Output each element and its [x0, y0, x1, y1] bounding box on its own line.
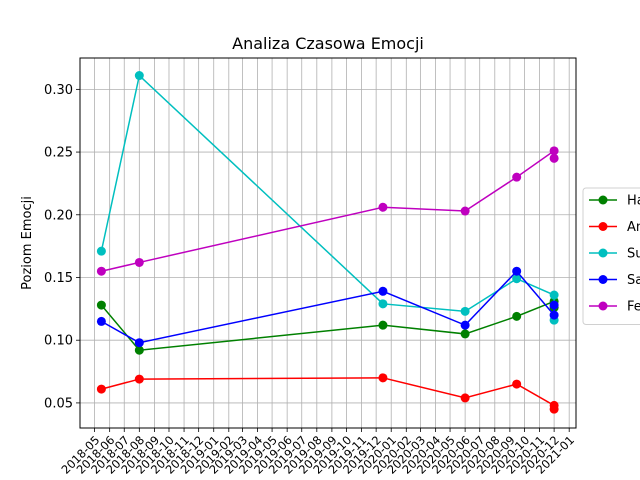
legend: Ha An Su Sa Fe: [582, 187, 640, 325]
legend-marker: [598, 275, 608, 284]
y-tick-label: 0.10: [44, 334, 73, 349]
legend-marker: [598, 248, 608, 258]
data-point: [96, 246, 106, 256]
data-point: [549, 290, 559, 300]
data-point: [378, 202, 388, 212]
x-axis: 2018-052018-062018-072018-082018-092018-…: [59, 428, 577, 477]
data-point: [512, 172, 522, 182]
legend-marker: [598, 195, 608, 205]
legend-marker: [598, 222, 608, 231]
y-axis-label: Poziom Emocji: [20, 196, 35, 290]
series-layer: [96, 71, 559, 414]
data-point: [460, 306, 470, 316]
legend-box: [582, 187, 640, 325]
chart-title: Analiza Czasowa Emocji: [232, 34, 424, 53]
data-point: [378, 299, 388, 309]
data-point: [549, 153, 559, 163]
data-point: [134, 257, 144, 267]
data-point: [134, 338, 144, 348]
data-point: [549, 404, 559, 414]
legend-label: Su: [627, 247, 640, 262]
data-point: [134, 374, 144, 384]
data-point: [378, 373, 388, 383]
series-ha: [96, 296, 559, 355]
series-fe: [96, 146, 559, 276]
grid-lines: [80, 58, 576, 428]
data-point: [134, 345, 144, 355]
data-point: [549, 300, 559, 310]
data-point: [512, 311, 522, 321]
series-su: [96, 71, 559, 325]
data-point: [512, 274, 522, 284]
data-point: [460, 329, 470, 339]
data-point: [512, 266, 522, 276]
data-point: [134, 71, 144, 81]
y-tick-label: 0.20: [44, 208, 73, 223]
data-point: [549, 146, 559, 156]
data-point: [96, 384, 106, 394]
data-point: [512, 379, 522, 389]
legend-label: Sa: [627, 273, 640, 288]
y-axis: 0.05 0.10 0.15 0.20 0.25 0.30: [44, 83, 80, 411]
data-point: [460, 320, 470, 330]
plot-frame: [79, 57, 577, 429]
legend-marker: [598, 301, 608, 311]
y-tick-label: 0.30: [44, 83, 73, 98]
data-point: [378, 320, 388, 330]
legend-label: Fe: [627, 300, 640, 315]
data-point: [378, 286, 388, 296]
y-tick-label: 0.25: [44, 146, 73, 161]
data-point: [96, 300, 106, 310]
data-point: [96, 316, 106, 326]
series-sa: [96, 266, 559, 348]
data-point: [460, 206, 470, 216]
y-tick-label: 0.05: [44, 396, 73, 411]
y-tick-label: 0.15: [44, 271, 73, 286]
data-point: [96, 266, 106, 276]
series-an: [96, 373, 559, 414]
data-point: [549, 310, 559, 320]
legend-label: Ha: [627, 194, 640, 209]
data-point: [460, 393, 470, 403]
legend-label: An: [627, 220, 640, 235]
